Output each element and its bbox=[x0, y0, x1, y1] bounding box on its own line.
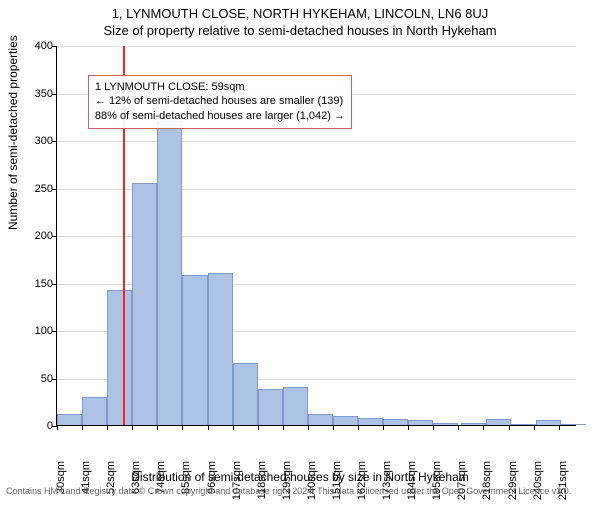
y-tick-label: 50 bbox=[23, 373, 53, 385]
histogram-bar bbox=[358, 418, 383, 425]
histogram-bar bbox=[157, 121, 182, 425]
x-tick bbox=[333, 425, 334, 430]
x-tick bbox=[509, 425, 510, 430]
x-tick bbox=[458, 425, 459, 430]
x-tick bbox=[383, 425, 384, 430]
x-tick bbox=[559, 425, 560, 430]
histogram-bar bbox=[107, 290, 132, 425]
y-tick-label: 250 bbox=[23, 183, 53, 195]
x-tick bbox=[233, 425, 234, 430]
x-tick bbox=[308, 425, 309, 430]
annotation-line: ← 12% of semi-detached houses are smalle… bbox=[95, 94, 345, 109]
histogram-bar bbox=[182, 275, 207, 425]
chart-area: 05010015020025030035040030sqm41sqm52sqm6… bbox=[56, 46, 576, 426]
x-tick bbox=[107, 425, 108, 430]
histogram-bar bbox=[57, 414, 82, 425]
gridline bbox=[57, 46, 576, 47]
y-tick-label: 0 bbox=[23, 420, 53, 432]
x-axis-label: Distribution of semi-detached houses by … bbox=[0, 470, 600, 484]
y-tick-label: 350 bbox=[23, 88, 53, 100]
x-tick bbox=[534, 425, 535, 430]
y-tick-label: 300 bbox=[23, 135, 53, 147]
y-tick-label: 150 bbox=[23, 278, 53, 290]
y-tick-label: 400 bbox=[23, 40, 53, 52]
histogram-bar bbox=[308, 414, 333, 425]
chart-title-main: 1, LYNMOUTH CLOSE, NORTH HYKEHAM, LINCOL… bbox=[0, 0, 600, 21]
histogram-bar bbox=[132, 183, 157, 425]
x-tick bbox=[182, 425, 183, 430]
histogram-bar bbox=[461, 423, 486, 425]
y-axis-label: Number of semi-detached properties bbox=[6, 35, 20, 230]
chart-title-sub: Size of property relative to semi-detach… bbox=[0, 21, 600, 38]
footer-attribution: Contains HM Land Registry data © Crown c… bbox=[6, 486, 571, 497]
x-tick bbox=[283, 425, 284, 430]
x-tick bbox=[358, 425, 359, 430]
histogram-bar bbox=[283, 387, 308, 425]
histogram-bar bbox=[486, 419, 511, 425]
histogram-bar bbox=[433, 423, 458, 425]
gridline bbox=[57, 141, 576, 142]
x-tick bbox=[483, 425, 484, 430]
histogram-bar bbox=[511, 424, 536, 425]
histogram-bar bbox=[383, 419, 408, 425]
histogram-bar bbox=[408, 420, 433, 425]
x-tick bbox=[258, 425, 259, 430]
histogram-bar bbox=[536, 420, 561, 425]
annotation-line: 88% of semi-detached houses are larger (… bbox=[95, 109, 345, 124]
y-tick-label: 100 bbox=[23, 325, 53, 337]
annotation-line: 1 LYNMOUTH CLOSE: 59sqm bbox=[95, 80, 345, 95]
histogram-bar bbox=[233, 363, 258, 425]
y-tick-label: 200 bbox=[23, 230, 53, 242]
histogram-bar bbox=[333, 416, 358, 426]
x-tick bbox=[433, 425, 434, 430]
x-tick bbox=[157, 425, 158, 430]
histogram-bar bbox=[82, 397, 107, 426]
histogram-bar bbox=[561, 424, 586, 425]
x-tick bbox=[82, 425, 83, 430]
x-tick bbox=[208, 425, 209, 430]
histogram-bar bbox=[258, 389, 283, 425]
annotation-box: 1 LYNMOUTH CLOSE: 59sqm← 12% of semi-det… bbox=[88, 75, 352, 130]
x-tick bbox=[57, 425, 58, 430]
x-tick bbox=[132, 425, 133, 430]
x-tick bbox=[408, 425, 409, 430]
histogram-bar bbox=[208, 273, 233, 425]
